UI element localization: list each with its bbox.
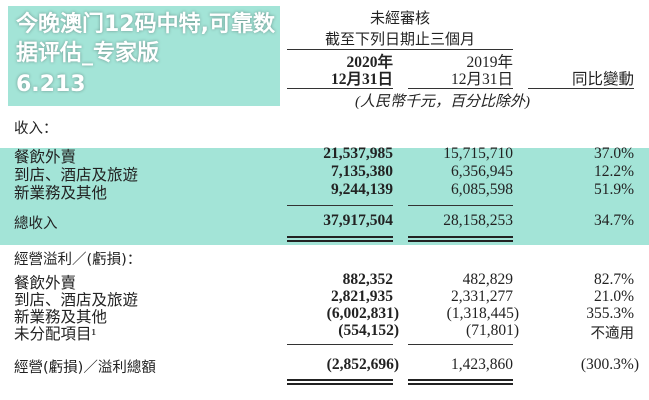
col-rule bbox=[408, 88, 513, 89]
subtotal-rule bbox=[408, 205, 513, 206]
col-2020-date: 12月31日 bbox=[330, 71, 393, 88]
audit-status: 未經審核 bbox=[369, 9, 430, 27]
row-label: 新業務及其他 bbox=[14, 309, 108, 326]
value-change: 34.7% bbox=[593, 212, 634, 229]
overlay-banner bbox=[0, 148, 649, 245]
operating-heading: 經營溢利／(虧損)： bbox=[14, 252, 142, 268]
value-2020: 882,352 bbox=[342, 271, 393, 288]
value-2020: 2,821,935 bbox=[331, 288, 393, 305]
subtotal-rule bbox=[287, 205, 393, 206]
value-2019: 2,331,277 bbox=[451, 288, 513, 305]
value-2020: 37,917,504 bbox=[323, 212, 393, 229]
value-change: 12.2% bbox=[593, 163, 634, 180]
value-change: 82.7% bbox=[593, 271, 634, 288]
value-2020: (6,002,831) bbox=[326, 305, 399, 322]
col-2020-year: 2020年 bbox=[346, 54, 393, 71]
value-2019: (1,318,445) bbox=[446, 305, 519, 322]
row-label: 未分配項目¹ bbox=[14, 326, 97, 343]
col-change: 同比變動 bbox=[571, 71, 634, 88]
period-heading: 截至下列日期止三個月 bbox=[324, 30, 475, 48]
row-label: 餐飲外賣 bbox=[14, 149, 77, 166]
value-change: (300.3%) bbox=[580, 356, 639, 373]
unit-note: (人民幣千元，百分比除外) bbox=[355, 94, 530, 110]
col-rule bbox=[287, 88, 393, 89]
value-2019: 1,423,860 bbox=[451, 356, 513, 373]
row-label: 餐飲外賣 bbox=[14, 275, 77, 292]
value-2019: 6,085,598 bbox=[451, 181, 513, 198]
value-change: 51.9% bbox=[593, 181, 634, 198]
value-2020: (554,152) bbox=[338, 322, 399, 339]
row-label: 到店、酒店及旅遊 bbox=[14, 167, 139, 184]
header-rule bbox=[287, 49, 513, 50]
value-2020: 7,135,380 bbox=[331, 163, 393, 180]
col-2019-year: 2019年 bbox=[466, 54, 513, 71]
value-2019: (71,801) bbox=[466, 322, 519, 339]
subtotal-rule bbox=[287, 344, 393, 345]
value-change: 不適用 bbox=[590, 326, 635, 342]
overlay-text-box bbox=[8, 6, 280, 106]
value-change: 37.0% bbox=[593, 145, 634, 162]
value-2020: 9,244,139 bbox=[331, 181, 393, 198]
total-double-rule bbox=[408, 379, 513, 385]
col-2019-date: 12月31日 bbox=[450, 71, 513, 88]
value-2019: 482,829 bbox=[462, 271, 513, 288]
overlay-title: 今晚澳门12码中特,可靠数据评估_专家版 bbox=[16, 12, 275, 66]
total-double-rule bbox=[408, 236, 513, 242]
value-2019: 15,715,710 bbox=[443, 145, 513, 162]
value-change: 21.0% bbox=[593, 288, 634, 305]
row-label: 到店、酒店及旅遊 bbox=[14, 292, 139, 309]
overlay-subtitle: 6.213 bbox=[16, 72, 86, 97]
col-rule bbox=[528, 88, 634, 89]
subtotal-rule bbox=[408, 344, 513, 345]
row-label: 新業務及其他 bbox=[14, 185, 108, 202]
value-change: 355.3% bbox=[586, 305, 634, 322]
value-2020: 21,537,985 bbox=[323, 145, 393, 162]
total-double-rule bbox=[287, 379, 393, 385]
row-label: 經營(虧損)／溢利總額 bbox=[14, 360, 156, 376]
row-label: 總收入 bbox=[14, 216, 58, 232]
value-2019: 6,356,945 bbox=[451, 163, 513, 180]
value-2019: 28,158,253 bbox=[443, 212, 513, 229]
total-double-rule bbox=[287, 236, 393, 242]
value-2020: (2,852,696) bbox=[326, 356, 399, 373]
revenue-heading: 收入： bbox=[14, 121, 58, 137]
